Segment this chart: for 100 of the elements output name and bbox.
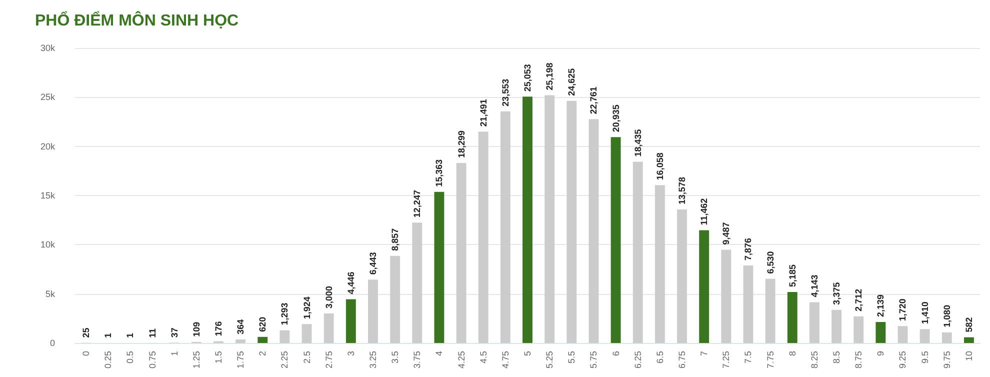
data-label: 25,198 [544, 62, 555, 90]
x-tick-label: 3.25 [368, 351, 378, 369]
y-tick-label: 30k [40, 43, 56, 53]
x-tick-label: 0.5 [125, 351, 136, 364]
x-tick-label: 8 [787, 351, 798, 356]
x-tick-label: 9.25 [898, 351, 908, 369]
x-tick-label: 5.25 [544, 351, 555, 369]
data-label: 7,876 [743, 238, 754, 261]
data-label: 25,053 [522, 64, 532, 92]
bar [324, 314, 334, 343]
bar [677, 209, 687, 343]
x-tick-label: 7.25 [721, 351, 732, 369]
x-tick-label: 9.5 [920, 351, 930, 364]
x-tick-label: 0 [81, 351, 92, 356]
y-tick-label: 20k [40, 141, 56, 152]
data-label: 15,363 [434, 159, 444, 187]
x-tick-label: 6.25 [632, 351, 643, 369]
data-label: 2,139 [876, 294, 886, 317]
bar [832, 310, 842, 343]
data-label: 1,924 [302, 296, 312, 320]
data-label: 176 [213, 321, 224, 336]
data-label: 20,935 [610, 104, 621, 132]
x-tick-label: 4.25 [456, 351, 466, 369]
chart-title: PHỔ ĐIỂM MÔN SINH HỌC [35, 10, 240, 30]
data-label: 6,530 [765, 251, 776, 274]
x-tick-label: 1.25 [191, 351, 202, 369]
bar [876, 322, 886, 343]
data-label: 9,487 [721, 222, 732, 245]
data-label: 1 [103, 332, 114, 338]
y-tick-label: 0 [50, 338, 55, 348]
bar [854, 316, 864, 343]
x-tick-label: 7.5 [743, 351, 754, 364]
data-label: 620 [258, 316, 268, 332]
data-label: 8,857 [390, 228, 400, 251]
bar [964, 337, 974, 343]
bar [280, 330, 290, 343]
bar [920, 329, 930, 343]
x-tick-label: 1.75 [236, 351, 246, 369]
data-label: 22,761 [588, 86, 599, 114]
data-label: 11 [147, 328, 158, 338]
bar [632, 162, 643, 343]
bar [456, 163, 466, 343]
data-label: 582 [964, 317, 974, 332]
bar [809, 302, 820, 343]
bar [258, 336, 268, 343]
data-label: 3,000 [324, 286, 334, 308]
x-tick-label: 2.25 [280, 351, 290, 369]
data-label: 6,443 [368, 252, 378, 275]
x-tick-label: 6.5 [654, 351, 665, 364]
data-label: 25 [81, 328, 92, 338]
data-label: 12,247 [412, 190, 422, 218]
data-label: 1,410 [920, 302, 930, 324]
bar [699, 230, 710, 343]
data-label: 18,435 [632, 129, 643, 157]
bar [610, 137, 621, 343]
x-tick-label: 10 [964, 351, 974, 362]
x-tick-label: 9 [876, 351, 886, 356]
x-tick-label: 4.5 [478, 351, 488, 364]
x-tick-label: 6.75 [677, 351, 688, 369]
data-label: 1,720 [898, 298, 908, 322]
bar [765, 278, 776, 343]
data-label: 21,491 [478, 99, 488, 127]
y-tick-label: 25k [40, 92, 56, 102]
bar [434, 192, 444, 343]
data-label: 4,143 [809, 274, 820, 298]
bar [412, 222, 422, 343]
bar [390, 256, 400, 343]
data-label: 364 [236, 319, 246, 334]
bar [368, 280, 378, 343]
data-label: 24,625 [566, 68, 577, 96]
x-tick-label: 4 [434, 351, 444, 356]
y-tick-label: 10k [40, 240, 56, 250]
data-label: 5,185 [787, 264, 798, 288]
data-label: 1,080 [942, 304, 952, 328]
x-tick-label: 0.25 [103, 351, 114, 369]
bar [478, 132, 488, 343]
x-tick-label: 8.25 [809, 351, 820, 369]
bar [346, 299, 356, 343]
bar [898, 326, 908, 343]
x-tick-label: 1.5 [213, 351, 224, 364]
data-label: 2,712 [854, 288, 864, 312]
x-tick-label: 4.75 [500, 351, 510, 369]
bar [721, 250, 732, 343]
x-tick-label: 5 [522, 351, 532, 356]
x-tick-label: 3.5 [390, 351, 400, 364]
x-tick-label: 9.75 [942, 351, 952, 369]
data-label: 23,553 [500, 78, 510, 106]
data-label: 18,299 [456, 130, 466, 158]
x-tick-label: 6 [610, 351, 621, 356]
x-tick-label: 8.75 [854, 351, 864, 369]
bar [522, 96, 532, 343]
data-label: 16,058 [654, 152, 665, 180]
bar [743, 266, 754, 343]
data-label: 11,462 [699, 198, 710, 226]
bar [566, 100, 577, 343]
x-tick-label: 2.5 [302, 351, 312, 364]
y-tick-label: 15k [40, 190, 56, 200]
data-label: 1,293 [280, 302, 290, 326]
x-tick-label: 2.75 [324, 351, 334, 369]
bar [654, 185, 665, 343]
